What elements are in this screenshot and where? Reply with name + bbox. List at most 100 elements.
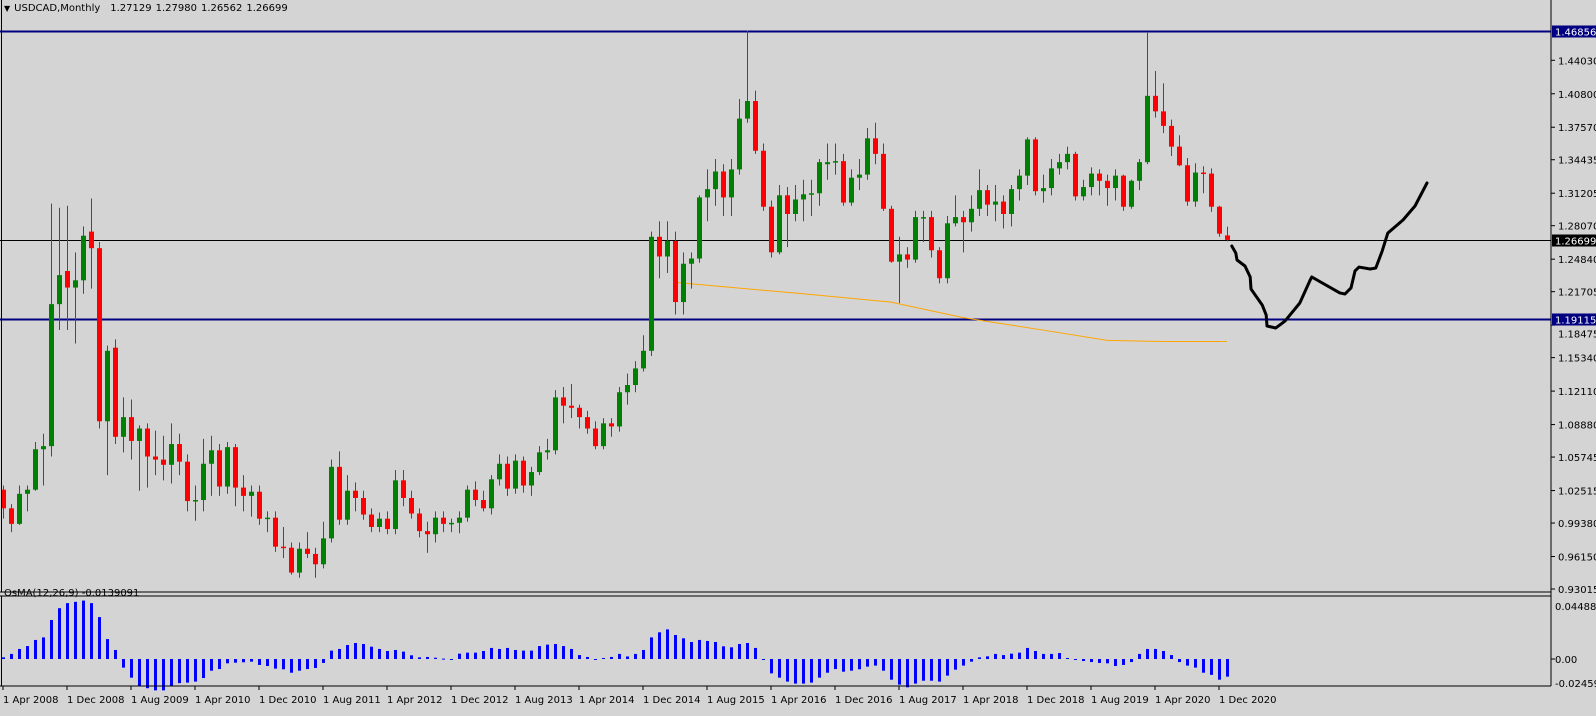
osma-bar [258,659,261,665]
bear-candle [753,90,758,154]
candle-body [1193,172,1198,202]
candle-body [321,538,326,565]
candle-body [481,500,486,509]
bull-candle [897,236,902,304]
osma-bar [170,659,173,686]
candle-body [153,456,158,460]
osma-bar [26,646,29,659]
candle-body [681,263,686,303]
osma-bar [658,632,661,659]
osma-bar [754,647,757,659]
candle-body [425,531,430,535]
bull-candle [817,159,822,206]
bull-candle [17,485,22,525]
bear-candle [185,454,190,512]
time-label: 1 Aug 2015 [707,695,765,706]
bear-candle [145,423,150,488]
time-label: 1 Apr 2016 [771,695,826,706]
osma-bar [90,603,93,659]
candle-body [41,446,46,450]
candle-body [953,217,958,224]
candle-body [785,195,790,214]
bull-candle [633,361,638,393]
candle-body [969,208,974,223]
osma-bar [682,638,685,659]
bear-candle [505,456,510,496]
bull-candle [1025,137,1030,185]
osma-axis-label: -0.024592 [1555,679,1596,690]
bull-candle [201,438,206,512]
osma-bar [266,659,269,666]
osma-bar [1170,655,1173,659]
candle-body [17,493,22,524]
osma-bar [1154,648,1157,659]
bull-candle [41,433,46,486]
bull-candle [1065,146,1070,170]
candle-body [409,497,414,514]
candle-body [49,304,54,447]
bull-candle [969,195,974,232]
osma-bar [610,656,613,659]
bear-candle [241,475,246,512]
osma-bar [802,659,805,684]
price-axis[interactable]: 1.44030 1.40800 1.37570 1.34435 1.31205 1.280… [1551,25,1596,691]
candle-body [1009,189,1014,214]
candle-body [441,517,446,524]
candle-body [1049,168,1054,189]
moving-average-line [674,281,1227,342]
candle-body [873,138,878,154]
candle-body [497,463,502,480]
bull-candle [449,518,454,533]
triangle-down-icon[interactable]: ▼ [4,4,11,13]
osma-bar [2,657,5,659]
candle-body [689,258,694,264]
time-axis[interactable]: 1 Apr 2008 1 Dec 2008 1 Aug 2009 1 Apr 2010… [2,686,1277,706]
candle-body [761,150,766,207]
osma-bar [850,659,853,671]
candle-body [1033,139,1038,192]
bull-candle [545,438,550,460]
osma-bar [450,659,453,660]
bull-candle [465,485,470,522]
osma-bar [1002,655,1005,659]
bear-candle [177,433,182,476]
candle-body [1145,95,1150,163]
candle-body [817,162,822,194]
price-tick-label: 1.08880 [1558,421,1596,432]
candle-body [233,447,238,488]
bull-candle [1057,153,1062,175]
bull-candle [1009,184,1014,227]
price-tick-label: 1.40800 [1558,90,1596,101]
osma-bar [330,650,333,659]
bull-candle [1113,169,1118,201]
candle-body [1169,125,1174,147]
candle-body [377,518,382,527]
osma-bar [978,657,981,659]
osma-bar [1186,659,1189,666]
candle-body [417,513,422,532]
osma-bar [570,648,573,659]
bull-candle [81,226,86,294]
bull-candle [713,159,718,206]
osma-bar [810,659,813,683]
candle-body [945,223,950,279]
bull-candle [1049,159,1054,196]
hand-drawn-projection [1230,181,1429,330]
osma-axis-label: 0.00 [1555,655,1577,666]
bull-candle [137,425,142,491]
osma-bar [1218,659,1221,680]
osma-bar [210,659,213,671]
osma-bar [1138,653,1141,659]
candle-body [393,480,398,530]
osma-bar [106,639,109,659]
bear-candle [561,387,566,424]
osma-bar [1042,653,1045,659]
candle-body [753,101,758,151]
time-label: 1 Apr 2010 [195,695,250,706]
candle-body [929,217,934,251]
candle-body [257,491,262,519]
bear-candle [1201,166,1206,194]
osma-bar [250,659,253,662]
time-label: 1 Dec 2012 [451,695,509,706]
